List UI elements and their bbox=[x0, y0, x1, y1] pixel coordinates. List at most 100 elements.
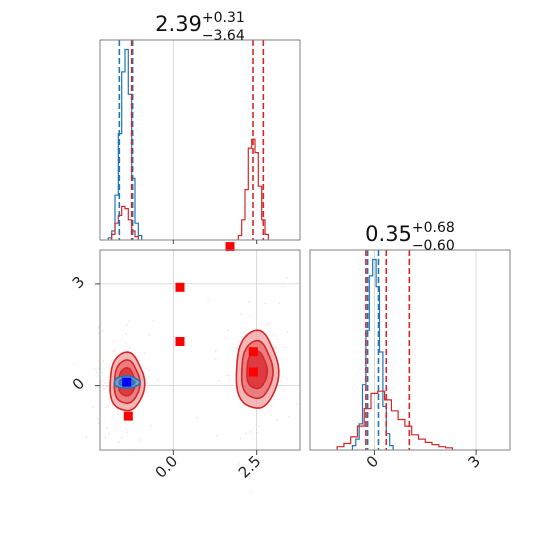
marginal-x-title-plus: +0.31 bbox=[202, 10, 245, 26]
sample-dot-0-30 bbox=[117, 413, 120, 416]
blue-marker bbox=[122, 377, 132, 387]
marginal-y-title: 0.35+0.68 −0.60 bbox=[365, 220, 455, 254]
sample-dot-0-16 bbox=[97, 422, 100, 424]
sample-dot-0-32 bbox=[110, 359, 113, 362]
sample-dot-2-29 bbox=[106, 376, 109, 379]
sample-dot-0-13 bbox=[112, 350, 115, 353]
marginal-y-hist-0 bbox=[351, 258, 394, 450]
sample-dot-0-21 bbox=[148, 333, 151, 336]
sample-dot-1-25 bbox=[245, 432, 247, 435]
sample-dot-1-65 bbox=[225, 374, 228, 377]
sample-dot-0-42 bbox=[126, 324, 128, 327]
sample-dot-1-37 bbox=[264, 302, 267, 305]
marginal-y-title-median: 0.35 bbox=[365, 222, 412, 246]
sample-dot-0-25 bbox=[96, 386, 99, 389]
truth-marker-2 bbox=[175, 337, 185, 346]
joint-ytick-label-0: 0 bbox=[69, 374, 88, 393]
sample-dot-0-20 bbox=[124, 342, 127, 344]
sample-dot-1-7 bbox=[262, 459, 265, 462]
marginal-x-frame bbox=[99, 39, 301, 241]
sample-dot-0-23 bbox=[143, 352, 146, 355]
marginal-x-background bbox=[100, 40, 300, 240]
sample-dot-0-0 bbox=[107, 386, 110, 388]
sample-dot-0-65 bbox=[152, 384, 155, 387]
truth-marker-0 bbox=[123, 411, 133, 421]
sample-dot-1-13 bbox=[228, 377, 231, 380]
sample-dot-0-68 bbox=[92, 406, 94, 409]
sample-dot-0-52 bbox=[125, 332, 127, 335]
sample-dot-0-14 bbox=[73, 362, 76, 365]
sample-dot-0-66 bbox=[108, 432, 111, 435]
sample-dot-1-63 bbox=[207, 299, 210, 301]
sample-dot-0-59 bbox=[104, 381, 107, 384]
sample-dot-0-61 bbox=[144, 367, 147, 370]
sample-dot-1-24 bbox=[268, 322, 270, 325]
marginal-y-title-plus: +0.68 bbox=[412, 220, 455, 236]
marginal-x-title: 2.39+0.31 −3.64 bbox=[155, 10, 245, 44]
sample-dot-0-63 bbox=[112, 340, 115, 342]
sample-dot-1-30 bbox=[288, 415, 291, 418]
sample-dot-1-26 bbox=[270, 414, 273, 417]
sample-dot-0-33 bbox=[98, 326, 100, 329]
truth-marker-3 bbox=[225, 242, 235, 252]
sample-dot-2-5 bbox=[103, 387, 106, 390]
joint-xtick-label-0: 0.0 bbox=[152, 452, 182, 482]
sample-dot-0-67 bbox=[97, 417, 99, 420]
sample-dot-0-6 bbox=[138, 439, 141, 441]
joint-xtick-label-1: 2.5 bbox=[235, 452, 265, 482]
sample-dot-1-4 bbox=[227, 329, 229, 331]
sample-dot-0-10 bbox=[102, 379, 105, 382]
sample-dot-1-64 bbox=[282, 285, 284, 288]
sample-dot-0-46 bbox=[85, 436, 88, 439]
marginal-y-title-minus: −0.60 bbox=[412, 238, 455, 254]
sample-dot-1-32 bbox=[286, 277, 289, 280]
sample-dot-1-28 bbox=[258, 425, 261, 428]
sample-dot-0-9 bbox=[152, 319, 155, 322]
sample-dot-0-45 bbox=[105, 385, 108, 388]
sample-dot-2-8 bbox=[147, 376, 150, 379]
sample-dot-1-31 bbox=[270, 405, 272, 407]
sample-dot-1-48 bbox=[240, 313, 242, 315]
joint-contour-panel: 0.0 2.5 0 3 bbox=[69, 242, 312, 493]
sample-dot-0-39 bbox=[107, 405, 110, 407]
sample-dot-1-2 bbox=[282, 389, 285, 392]
sample-dot-1-44 bbox=[224, 338, 227, 340]
sample-dot-1-51 bbox=[239, 437, 242, 440]
marginal-y-panel: 0.35+0.68 −0.60 0 3 bbox=[309, 220, 511, 472]
marginal-y-xtick-label-1: 3 bbox=[464, 452, 483, 471]
sample-dot-1-43 bbox=[214, 358, 217, 361]
sample-dot-1-29 bbox=[296, 403, 298, 405]
sample-dot-1-55 bbox=[276, 337, 278, 340]
sample-dot-1-21 bbox=[255, 431, 258, 434]
sample-dot-1-54 bbox=[284, 346, 287, 349]
sample-dot-0-22 bbox=[156, 379, 159, 381]
sample-dot-0-28 bbox=[114, 425, 117, 428]
sample-dot-1-68 bbox=[249, 490, 252, 493]
sample-dot-0-47 bbox=[129, 346, 131, 349]
sample-dot-1-17 bbox=[236, 347, 239, 350]
sample-dot-1-0 bbox=[214, 350, 217, 352]
sample-dot-0-43 bbox=[95, 368, 97, 370]
sample-dot-0-69 bbox=[147, 369, 150, 372]
sample-dot-0-58 bbox=[105, 406, 107, 409]
sample-dot-0-60 bbox=[150, 424, 153, 427]
joint-ytick-label-1: 3 bbox=[69, 273, 88, 292]
sample-dot-0-49 bbox=[102, 360, 105, 362]
sample-dot-1-23 bbox=[273, 335, 276, 337]
marginal-x-hist-0 bbox=[107, 48, 143, 240]
sample-dot-0-36 bbox=[101, 329, 104, 332]
sample-dot-2-25 bbox=[96, 371, 98, 374]
sample-dot-1-1 bbox=[278, 302, 281, 305]
sample-dot-1-61 bbox=[285, 378, 288, 380]
sample-dot-0-31 bbox=[128, 320, 131, 322]
joint-frame bbox=[99, 249, 301, 451]
marginal-x-title-median: 2.39 bbox=[155, 12, 202, 36]
sample-dot-2-35 bbox=[101, 371, 104, 374]
sample-dot-0-15 bbox=[104, 436, 107, 439]
sample-dot-1-11 bbox=[274, 347, 277, 349]
marginal-y-frame bbox=[309, 249, 511, 451]
sample-dot-2-26 bbox=[108, 381, 110, 384]
sample-dot-1-12 bbox=[286, 331, 289, 333]
truth-marker-4 bbox=[248, 347, 258, 357]
marginal-x-title-minus: −3.64 bbox=[202, 28, 245, 44]
